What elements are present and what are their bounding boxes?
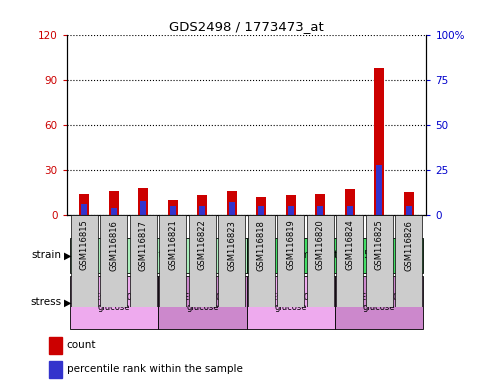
Bar — [218, 215, 245, 307]
Text: ▶: ▶ — [64, 297, 71, 308]
Bar — [246, 276, 335, 329]
Text: 0% EtOH, 20 g/L
glucose: 0% EtOH, 20 g/L glucose — [256, 293, 325, 312]
Text: GSM116825: GSM116825 — [375, 220, 384, 270]
Bar — [347, 206, 352, 215]
Bar — [366, 215, 392, 307]
Bar — [71, 215, 98, 307]
Title: GDS2498 / 1773473_at: GDS2498 / 1773473_at — [169, 20, 324, 33]
Bar — [395, 215, 422, 307]
Bar — [158, 276, 246, 329]
Text: GSM116824: GSM116824 — [345, 220, 354, 270]
Text: GSM116822: GSM116822 — [198, 220, 207, 270]
Bar — [315, 194, 325, 215]
Bar — [285, 195, 296, 215]
Bar — [81, 204, 87, 215]
Text: count: count — [67, 340, 96, 350]
Bar — [404, 192, 414, 215]
Bar — [288, 206, 294, 215]
Text: ▶: ▶ — [64, 250, 71, 260]
Bar — [70, 238, 246, 273]
Text: 0% EtOH, 20 g/L
glucose: 0% EtOH, 20 g/L glucose — [79, 293, 148, 312]
Text: GSM116817: GSM116817 — [139, 220, 148, 270]
Text: wild type: wild type — [134, 250, 182, 260]
Text: GSM116819: GSM116819 — [286, 220, 295, 270]
Bar — [278, 215, 304, 307]
Text: strain: strain — [32, 250, 62, 260]
Bar — [111, 208, 116, 215]
Text: GSM116816: GSM116816 — [109, 220, 118, 270]
Bar — [199, 206, 205, 215]
Bar — [258, 206, 264, 215]
Bar — [336, 215, 363, 307]
Text: 5% EtOH, 60 g/L
glucose: 5% EtOH, 60 g/L glucose — [345, 293, 414, 312]
Text: GSM116818: GSM116818 — [257, 220, 266, 270]
Bar — [168, 200, 178, 215]
Text: GSM116826: GSM116826 — [404, 220, 413, 270]
Bar — [49, 337, 62, 354]
Text: stress: stress — [31, 297, 62, 308]
Bar — [101, 215, 127, 307]
Bar — [246, 238, 423, 273]
Bar — [307, 215, 334, 307]
Bar — [229, 202, 235, 215]
Text: GSM116820: GSM116820 — [316, 220, 325, 270]
Bar — [335, 276, 423, 329]
Bar — [197, 195, 208, 215]
Bar — [189, 215, 215, 307]
Bar — [130, 215, 157, 307]
Text: GSM116823: GSM116823 — [227, 220, 236, 270]
Text: GSM116821: GSM116821 — [168, 220, 177, 270]
Bar — [256, 197, 266, 215]
Bar — [108, 191, 119, 215]
Bar — [227, 191, 237, 215]
Bar — [377, 164, 382, 215]
Bar — [317, 206, 323, 215]
Bar — [374, 68, 385, 215]
Bar — [79, 194, 89, 215]
Text: 5% EtOH, 60 g/L
glucose: 5% EtOH, 60 g/L glucose — [168, 293, 237, 312]
Bar — [138, 188, 148, 215]
Bar — [406, 206, 412, 215]
Text: GSM116815: GSM116815 — [80, 220, 89, 270]
Bar — [170, 206, 176, 215]
Text: percentile rank within the sample: percentile rank within the sample — [67, 364, 243, 374]
Bar — [70, 276, 158, 329]
Bar — [49, 361, 62, 378]
Bar — [141, 200, 146, 215]
Text: mutant spt15: mutant spt15 — [300, 250, 370, 260]
Bar — [159, 215, 186, 307]
Bar — [345, 189, 355, 215]
Bar — [248, 215, 275, 307]
